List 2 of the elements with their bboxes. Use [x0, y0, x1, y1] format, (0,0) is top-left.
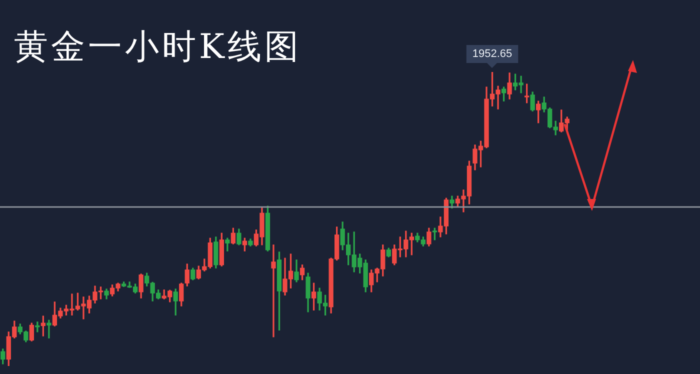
annotation: 1952.65 [472, 48, 512, 60]
chart-title: 黄金一小时K线图 [14, 26, 302, 69]
